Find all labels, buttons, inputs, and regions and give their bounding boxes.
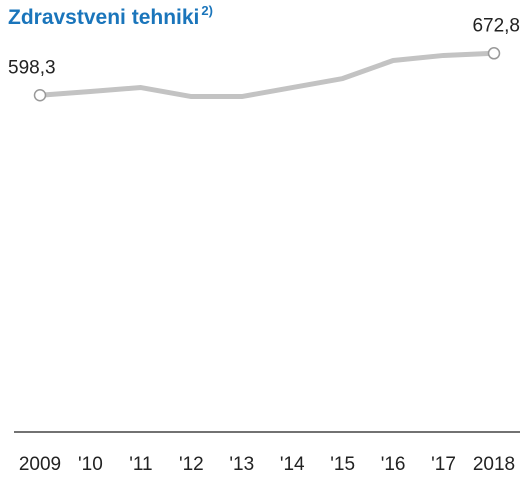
data-line <box>39 50 495 100</box>
x-tick-label: '11 <box>129 454 152 475</box>
title-note: 2) <box>201 3 213 18</box>
end-marker <box>487 47 501 60</box>
end-marker <box>33 88 47 102</box>
x-tick-label: '16 <box>381 454 406 475</box>
x-tick-label: '12 <box>179 454 204 475</box>
x-tick-label: '15 <box>330 454 355 475</box>
chart-title: Zdravstveni tehniki 2) <box>8 3 213 28</box>
x-tick-label: '17 <box>431 454 456 475</box>
x-tick-label: '10 <box>78 454 103 475</box>
x-tick-label: 2009 <box>19 454 61 475</box>
value-label: 598,3 <box>8 57 56 78</box>
chart-title-text: Zdravstveni tehniki <box>8 6 199 29</box>
value-label: 672,8 <box>472 15 520 36</box>
x-tick-label: '13 <box>229 454 254 475</box>
x-tick-label: '14 <box>280 454 305 475</box>
x-tick-label: 2018 <box>473 454 515 475</box>
